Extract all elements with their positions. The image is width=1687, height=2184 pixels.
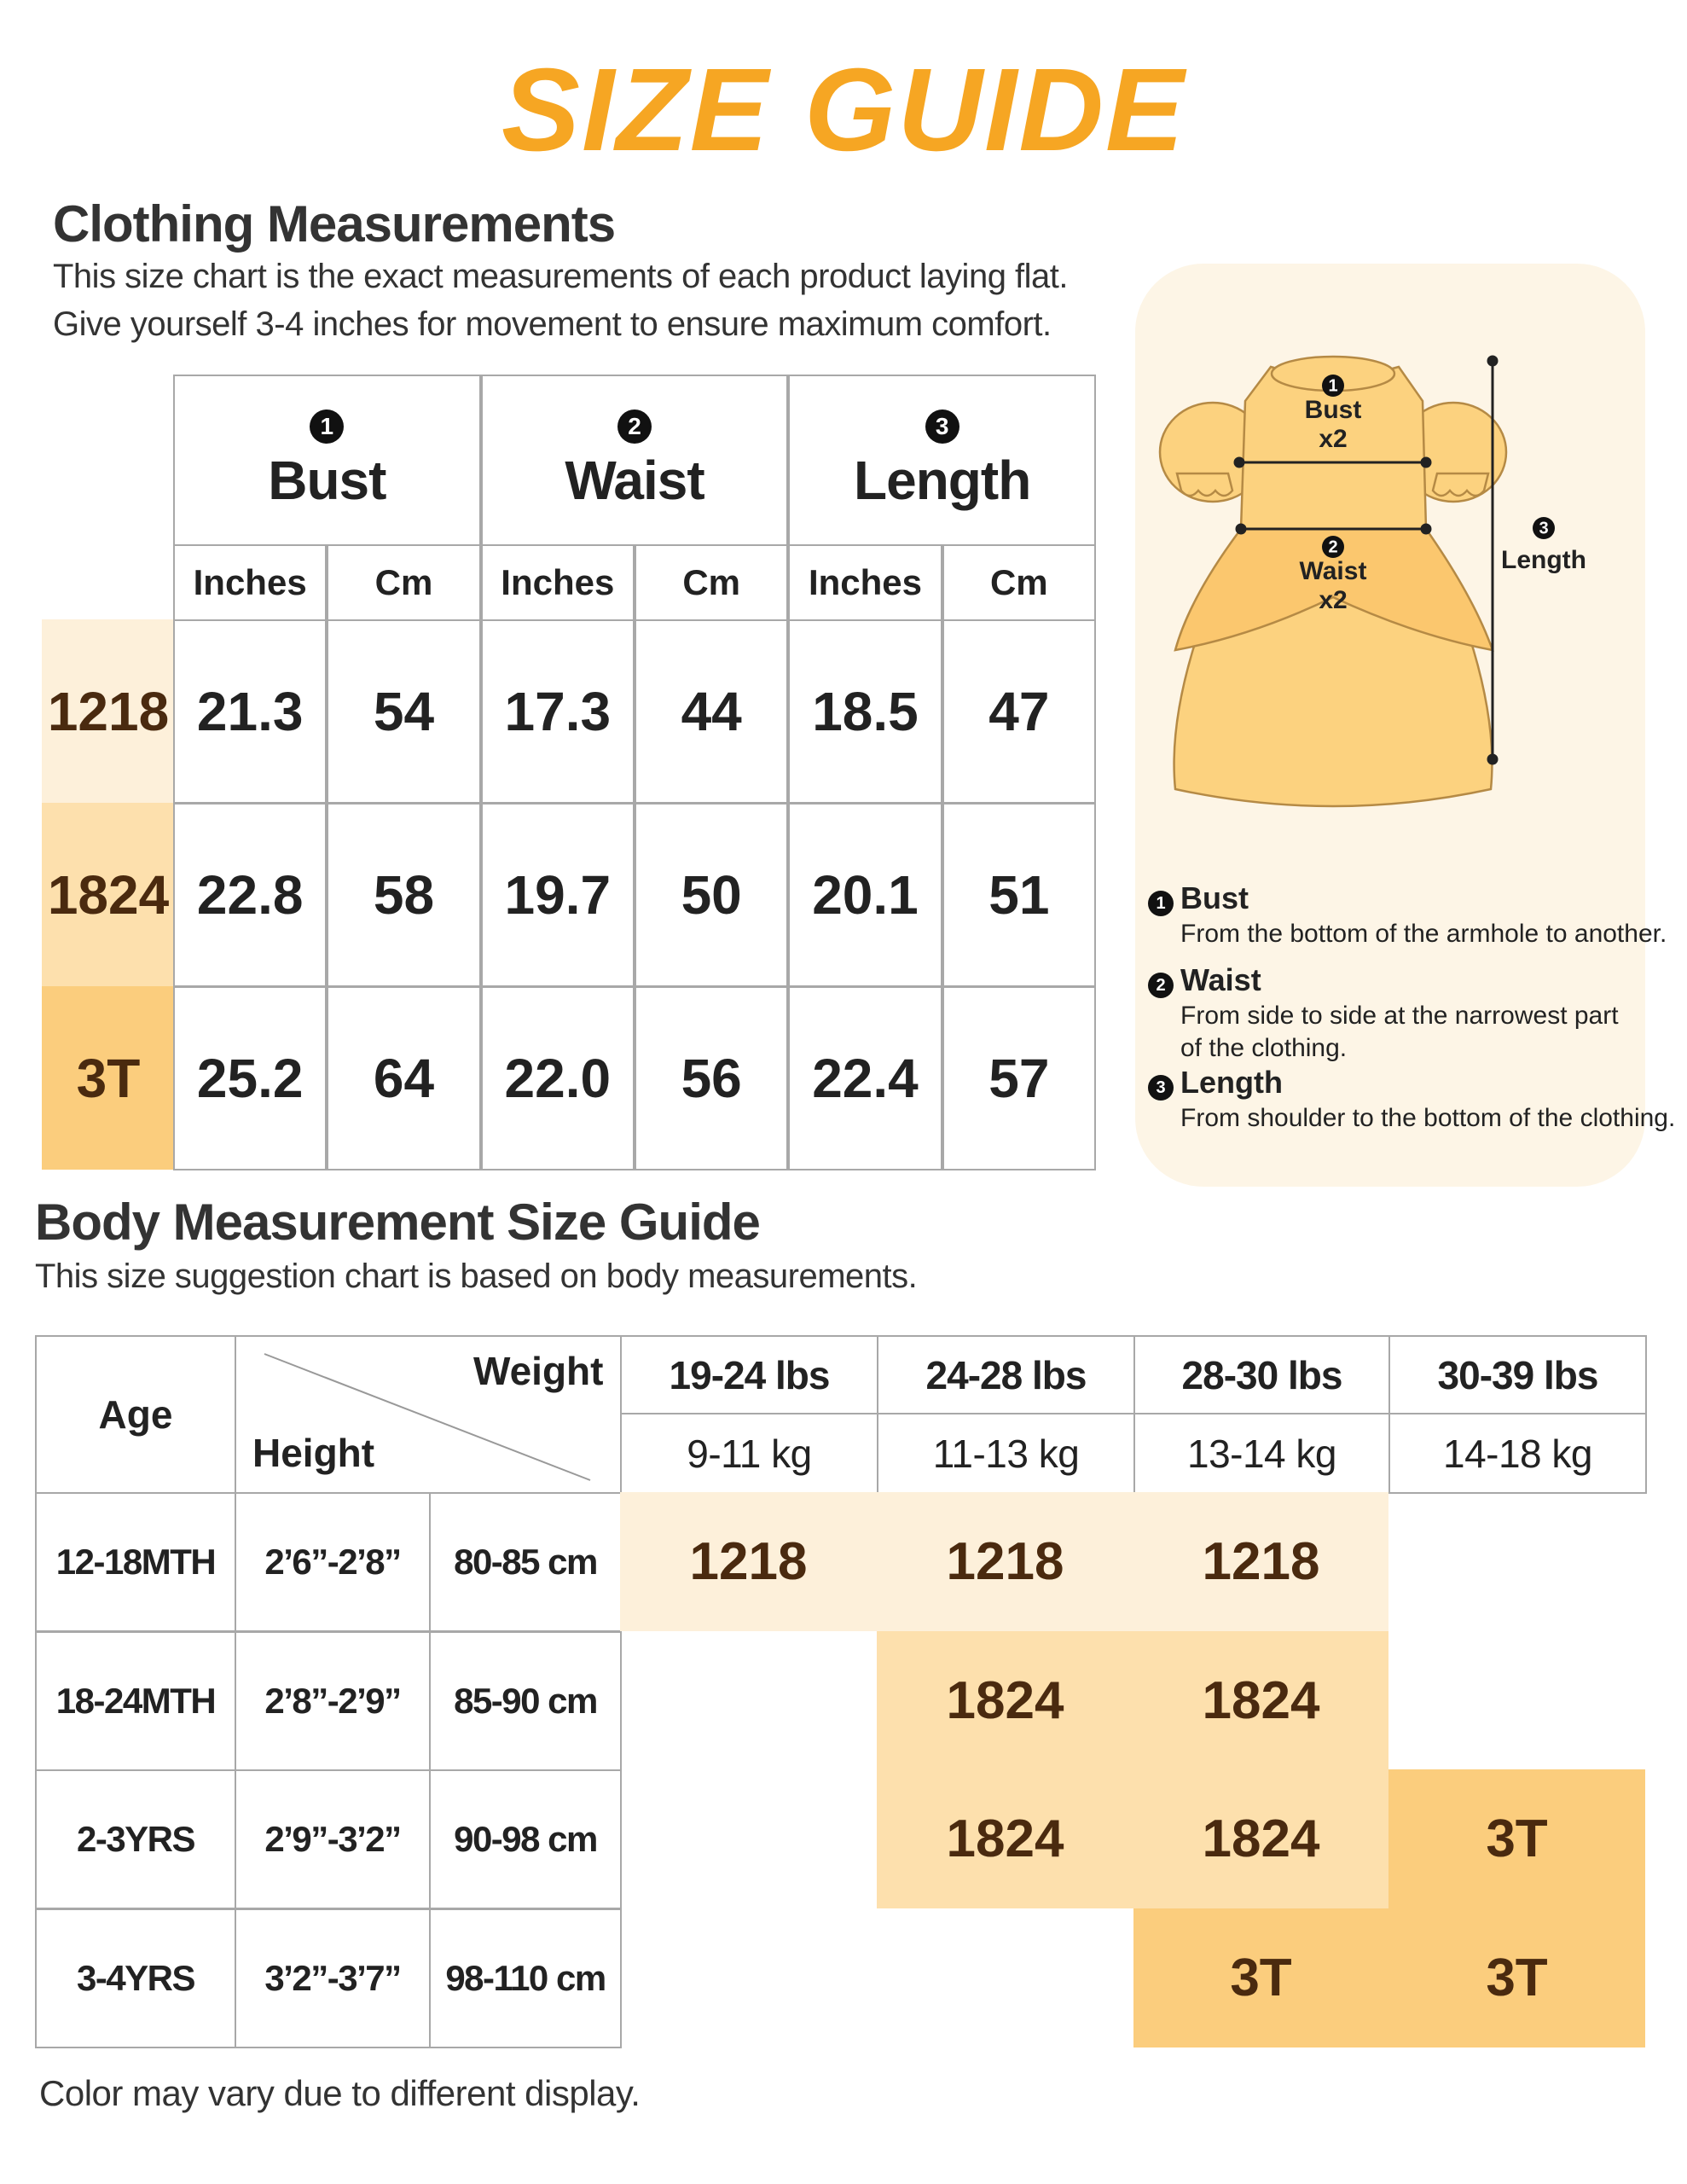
section-title: Body Measurement Size Guide: [35, 1194, 761, 1251]
number-badge: 1: [1148, 891, 1174, 916]
height-ft: 2’9”-3’2”: [235, 1769, 431, 1909]
recommended-size: 1824: [877, 1630, 1133, 1770]
size-label: 1218: [42, 619, 175, 803]
column-header: 2 Waist: [480, 375, 789, 546]
description: This size chart is the exact measurement…: [53, 258, 1069, 295]
description: This size suggestion chart is based on b…: [35, 1258, 918, 1295]
weight-kg: 9-11 kg: [620, 1413, 878, 1494]
number-badge: 3: [1148, 1075, 1174, 1101]
recommended-size: 3T: [1388, 1769, 1645, 1908]
measurement-value: 64: [327, 986, 481, 1170]
label-text: Length: [1501, 546, 1586, 574]
weight-header: Weight: [473, 1349, 604, 1393]
diagonal-divider: [264, 1353, 591, 1481]
weight-lbs: 30-39 lbs: [1388, 1335, 1647, 1414]
size-label: 3T: [42, 986, 175, 1170]
measure-name: Length: [854, 449, 1031, 511]
measurement-value: 17.3: [480, 619, 635, 804]
definition-text: From shoulder to the bottom of the cloth…: [1180, 1104, 1676, 1132]
measure-name: Waist: [565, 449, 704, 511]
footer-note: Color may vary due to different display.: [39, 2073, 641, 2113]
label-multiplier: x2: [1319, 586, 1347, 614]
definition-term: Bust: [1180, 880, 1249, 915]
height-cm: 90-98 cm: [429, 1769, 622, 1909]
measurement-value: 20.1: [788, 803, 942, 987]
weight-kg: 14-18 kg: [1388, 1413, 1647, 1494]
height-ft: 3’2”-3’7”: [235, 1908, 431, 2048]
measurement-value: 51: [942, 803, 1096, 987]
label-text: Bust: [1305, 396, 1362, 424]
measurement-value: 22.8: [173, 803, 328, 987]
recommended-size: 3T: [1133, 1908, 1388, 2048]
recommended-size: 3T: [1388, 1908, 1645, 2048]
weight-lbs: 28-30 lbs: [1133, 1335, 1390, 1414]
definition-text: From side to side at the narrowest part: [1180, 1002, 1619, 1030]
measure-name: Bust: [268, 449, 386, 511]
size-label: 1824: [42, 803, 175, 986]
definition-text: From the bottom of the armhole to anothe…: [1180, 920, 1667, 948]
unit-header: Cm: [942, 544, 1096, 621]
recommended-size: 1824: [1133, 1630, 1388, 1770]
measurement-value: 44: [635, 619, 789, 804]
weight-kg: 11-13 kg: [877, 1413, 1135, 1494]
measurement-value: 22.4: [788, 986, 942, 1170]
section-title: Clothing Measurements: [53, 195, 616, 253]
measurement-value: 22.0: [480, 986, 635, 1170]
measurement-value: 25.2: [173, 986, 328, 1170]
weight-lbs: 24-28 lbs: [877, 1335, 1135, 1414]
height-ft: 2’6”-2’8”: [235, 1492, 431, 1632]
recommended-size: 1218: [877, 1492, 1133, 1631]
measurement-value: 47: [942, 619, 1096, 804]
definition-term: Waist: [1180, 962, 1261, 997]
label-number: 1: [1328, 376, 1337, 395]
unit-header: Inches: [480, 544, 635, 621]
recommended-size: 1218: [620, 1492, 877, 1631]
weight-kg: 13-14 kg: [1133, 1413, 1390, 1494]
measurement-value: 21.3: [173, 619, 328, 804]
column-header: 1 Bust: [173, 375, 481, 546]
measurement-value: 56: [635, 986, 789, 1170]
height-cm: 80-85 cm: [429, 1492, 622, 1632]
number-badge: 1: [310, 409, 345, 444]
height-cm: 98-110 cm: [429, 1908, 622, 2048]
definition-text: of the clothing.: [1180, 1034, 1348, 1062]
label-number: 2: [1328, 537, 1337, 556]
height-ft: 2’8”-2’9”: [235, 1630, 431, 1771]
definition-term: Length: [1180, 1065, 1283, 1100]
height-header: Height: [252, 1431, 375, 1475]
age-header: Age: [35, 1335, 236, 1494]
description: Give yourself 3-4 inches for movement to…: [53, 305, 1052, 343]
age: 3-4YRS: [35, 1908, 236, 2048]
measurement-value: 58: [327, 803, 481, 987]
recommended-size: 1824: [1133, 1769, 1388, 1908]
age: 2-3YRS: [35, 1769, 236, 1909]
recommended-size: 1824: [877, 1769, 1133, 1908]
recommended-size: 1218: [1133, 1492, 1388, 1631]
age: 18-24MTH: [35, 1630, 236, 1771]
measurement-value: 50: [635, 803, 789, 987]
unit-header: Inches: [788, 544, 942, 621]
measurement-value: 57: [942, 986, 1096, 1170]
number-badge: 2: [1148, 973, 1174, 998]
unit-header: Cm: [635, 544, 789, 621]
measurement-value: 18.5: [788, 619, 942, 804]
column-header: 3 Length: [788, 375, 1096, 546]
number-badge: 2: [617, 409, 652, 444]
unit-header: Cm: [327, 544, 481, 621]
age: 12-18MTH: [35, 1492, 236, 1632]
dress-diagram: 1 Bust x2 2 Waist x2 3 Length: [1158, 355, 1586, 808]
label-number: 3: [1539, 519, 1548, 537]
page-title: SIZE GUIDE: [501, 44, 1186, 176]
measurement-value: 19.7: [480, 803, 635, 987]
label-text: Waist: [1300, 557, 1367, 585]
unit-header: Inches: [173, 544, 328, 621]
height-cm: 85-90 cm: [429, 1630, 622, 1771]
weight-lbs: 19-24 lbs: [620, 1335, 878, 1414]
measurement-value: 54: [327, 619, 481, 804]
label-multiplier: x2: [1319, 425, 1347, 453]
number-badge: 3: [925, 409, 959, 444]
